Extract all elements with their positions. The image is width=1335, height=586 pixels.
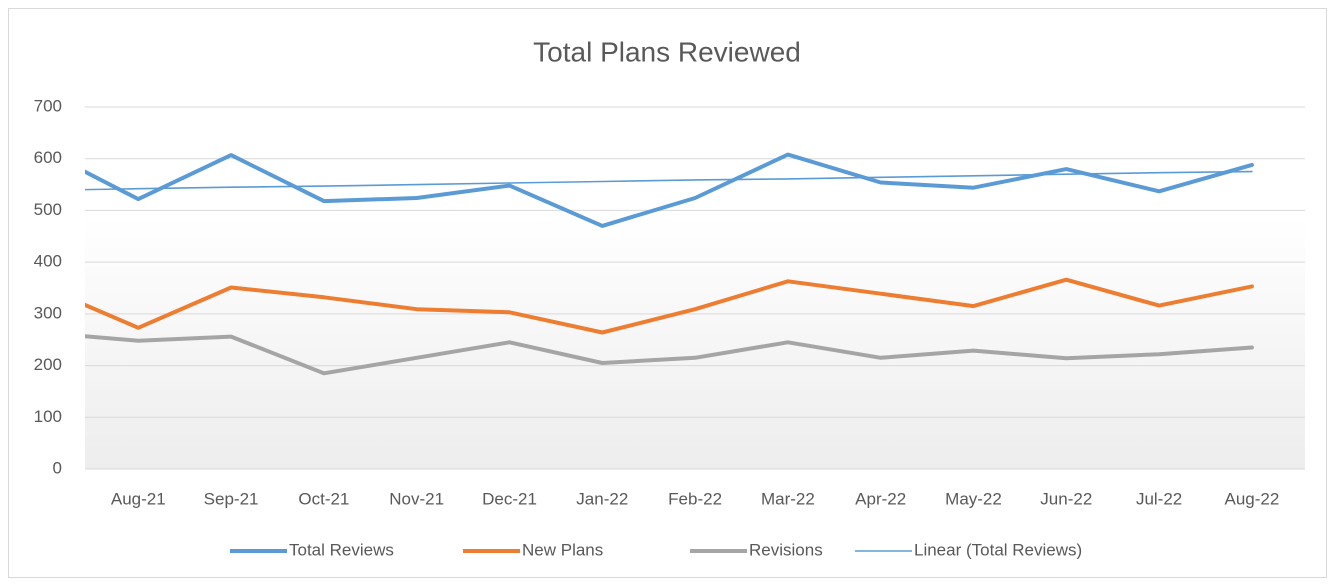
x-tick-label: Aug-22	[1224, 489, 1279, 508]
x-tick-label: May-22	[945, 489, 1002, 508]
x-tick-label: Jul-22	[1136, 489, 1182, 508]
series-line	[85, 170, 1253, 191]
x-tick-label: Apr-22	[855, 489, 906, 508]
y-tick-label: 600	[34, 148, 62, 167]
x-tick-label: Feb-22	[668, 489, 722, 508]
y-tick-label: 100	[34, 407, 62, 426]
y-tick-label: 300	[34, 303, 62, 322]
x-tick-label: Sep-21	[204, 489, 259, 508]
x-tick-label: Jun-22	[1040, 489, 1092, 508]
y-tick-label: 500	[34, 200, 62, 219]
x-tick-label: Oct-21	[298, 489, 349, 508]
series-line	[85, 277, 1254, 335]
plot-background	[85, 107, 1305, 469]
series-line	[85, 334, 1254, 376]
y-tick-label: 700	[34, 96, 62, 115]
plot-lines	[85, 152, 1254, 376]
y-tick-label: 0	[53, 458, 62, 477]
x-tick-label: Jan-22	[576, 489, 628, 508]
x-tick-label: Mar-22	[761, 489, 815, 508]
y-tick-label: 200	[34, 355, 62, 374]
legend-label: Revisions	[749, 540, 823, 559]
legend-label: New Plans	[522, 540, 603, 559]
series-line	[85, 152, 1254, 228]
grid	[85, 106, 1305, 470]
y-tick-label: 400	[34, 252, 62, 271]
x-tick-label: Nov-21	[389, 489, 444, 508]
legend-label: Total Reviews	[289, 540, 394, 559]
chart-title: Total Plans Reviewed	[533, 36, 801, 67]
x-tick-label: Dec-21	[482, 489, 537, 508]
x-tick-label: Aug-21	[111, 489, 166, 508]
legend-label: Linear (Total Reviews)	[914, 540, 1082, 559]
